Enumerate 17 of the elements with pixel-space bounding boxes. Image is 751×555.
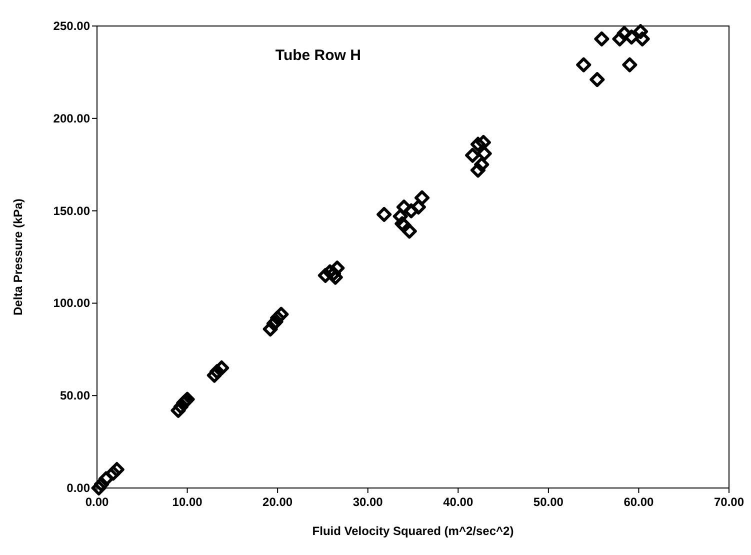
x-tick-label: 40.00 xyxy=(443,495,474,509)
x-tick-label: 60.00 xyxy=(624,495,654,509)
x-tick-label: 0.00 xyxy=(85,495,109,509)
y-tick-label: 200.00 xyxy=(53,111,90,126)
y-tick-label: 250.00 xyxy=(53,19,90,33)
x-axis-title: Fluid Velocity Squared (m^2/sec^2) xyxy=(312,524,514,538)
y-tick-label: 0.00 xyxy=(66,481,90,495)
x-tick-label: 50.00 xyxy=(533,495,564,509)
x-tick-label: 30.00 xyxy=(352,495,384,509)
y-axis-title: Delta Pressure (kPa) xyxy=(11,198,25,316)
x-tick-label: 10.00 xyxy=(172,495,203,509)
text: Tube Row H xyxy=(275,47,361,64)
y-tick-label: 100.00 xyxy=(53,296,90,310)
y-tick-label: 150.00 xyxy=(53,204,90,218)
x-tick-label: 70.00 xyxy=(714,495,744,509)
x-tick-label: 20.00 xyxy=(262,495,293,509)
y-tick-label: 50.00 xyxy=(60,388,90,403)
